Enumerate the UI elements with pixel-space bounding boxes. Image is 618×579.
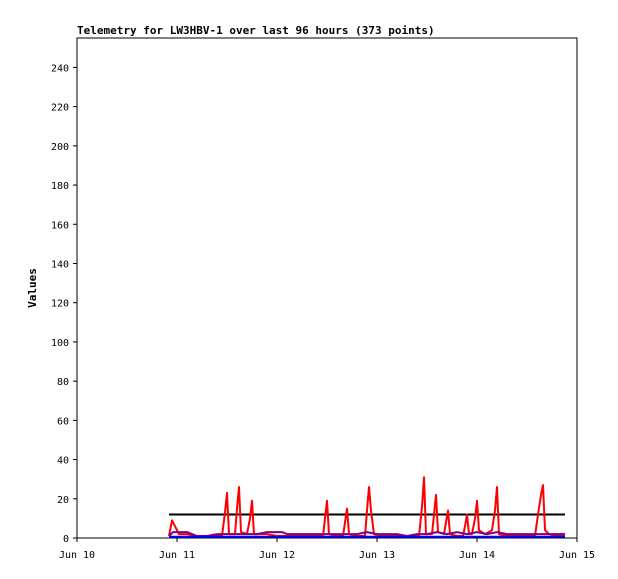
x-tick-label: Jun 11: [159, 550, 195, 561]
y-tick-label: 40: [57, 456, 69, 467]
x-tick-label: Jun 13: [359, 550, 395, 561]
y-axis: 0 20 40 60 80 100 120 140 160 180 200 220 240: [51, 63, 77, 545]
y-tick-label: 200: [51, 142, 69, 153]
series-group: [168, 476, 565, 538]
y-axis-label: Values: [26, 268, 39, 308]
y-tick-label: 100: [51, 338, 69, 349]
y-tick-label: 20: [57, 495, 69, 506]
y-tick-label: 220: [51, 103, 69, 114]
y-tick-label: 140: [51, 259, 69, 270]
y-tick-label: 0: [63, 534, 69, 545]
plot-area: [76, 37, 578, 539]
x-axis: Jun 10 Jun 11 Jun 12 Jun 13 Jun 14 Jun 15: [59, 538, 595, 561]
x-tick-label: Jun 14: [459, 550, 495, 561]
y-tick-label: 180: [51, 181, 69, 192]
x-tick-label: Jun 15: [559, 550, 595, 561]
x-tick-label: Jun 12: [259, 550, 295, 561]
y-tick-label: 80: [57, 377, 69, 388]
y-tick-label: 160: [51, 220, 69, 231]
x-tick-label: Jun 10: [59, 550, 95, 561]
chart-title: Telemetry for LW3HBV-1 over last 96 hour…: [77, 24, 435, 37]
y-tick-label: 240: [51, 63, 69, 74]
y-tick-label: 120: [51, 299, 69, 310]
series-line-3: [168, 531, 565, 537]
y-tick-label: 60: [57, 416, 69, 427]
